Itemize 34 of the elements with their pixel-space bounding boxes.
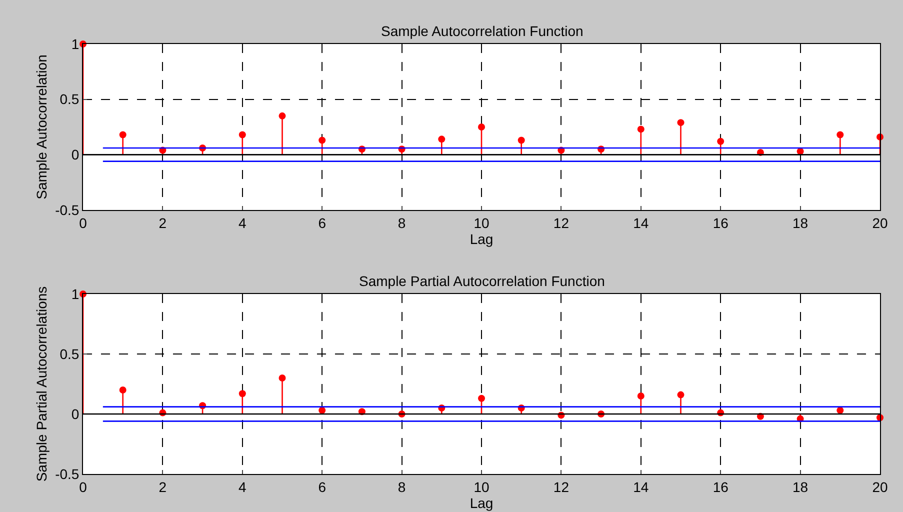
x-tick-label: 20	[872, 214, 888, 231]
x-tick-label: 2	[158, 478, 167, 495]
x-tick-label: 4	[238, 214, 246, 231]
x-tick-label: 14	[633, 478, 649, 495]
y-tick-label: 1	[71, 36, 80, 52]
x-tick-label: 4	[238, 478, 246, 495]
x-tick-label: 8	[398, 478, 406, 495]
y-axis-title: Sample Autocorrelation	[34, 54, 50, 200]
x-tick-label: 16	[712, 214, 729, 231]
x-tick-label: 6	[318, 478, 326, 495]
x-tick-label: 12	[553, 478, 570, 495]
x-tick-label: 6	[318, 214, 326, 231]
x-axis-title: Lag	[470, 230, 494, 247]
chart-title: Sample Partial Autocorrelation Function	[359, 273, 605, 289]
y-tick-label: 0.5	[60, 346, 80, 362]
y-tick-label: -0.5	[55, 202, 80, 218]
x-tick-label: 10	[474, 478, 490, 495]
x-axis-title: Lag	[470, 494, 494, 511]
x-tick-label: 12	[553, 214, 570, 231]
x-tick-label: 18	[792, 214, 808, 231]
y-tick-label: 0.5	[60, 91, 80, 108]
x-tick-label: 2	[158, 214, 167, 231]
chart-title: Sample Autocorrelation Function	[381, 23, 584, 39]
y-tick-label: 0	[71, 146, 80, 163]
y-tick-label: 0	[71, 406, 80, 422]
x-tick-label: 20	[872, 478, 888, 495]
x-tick-label: 18	[792, 478, 808, 495]
y-tick-label: 1	[71, 286, 80, 302]
x-tick-label: 16	[712, 478, 729, 495]
y-tick-label: -0.5	[55, 466, 80, 482]
x-tick-label: 14	[633, 214, 649, 231]
x-tick-label: 8	[398, 214, 406, 231]
y-axis-title: Sample Partial Autocorrelations	[34, 286, 50, 482]
x-tick-label: 10	[474, 214, 490, 231]
